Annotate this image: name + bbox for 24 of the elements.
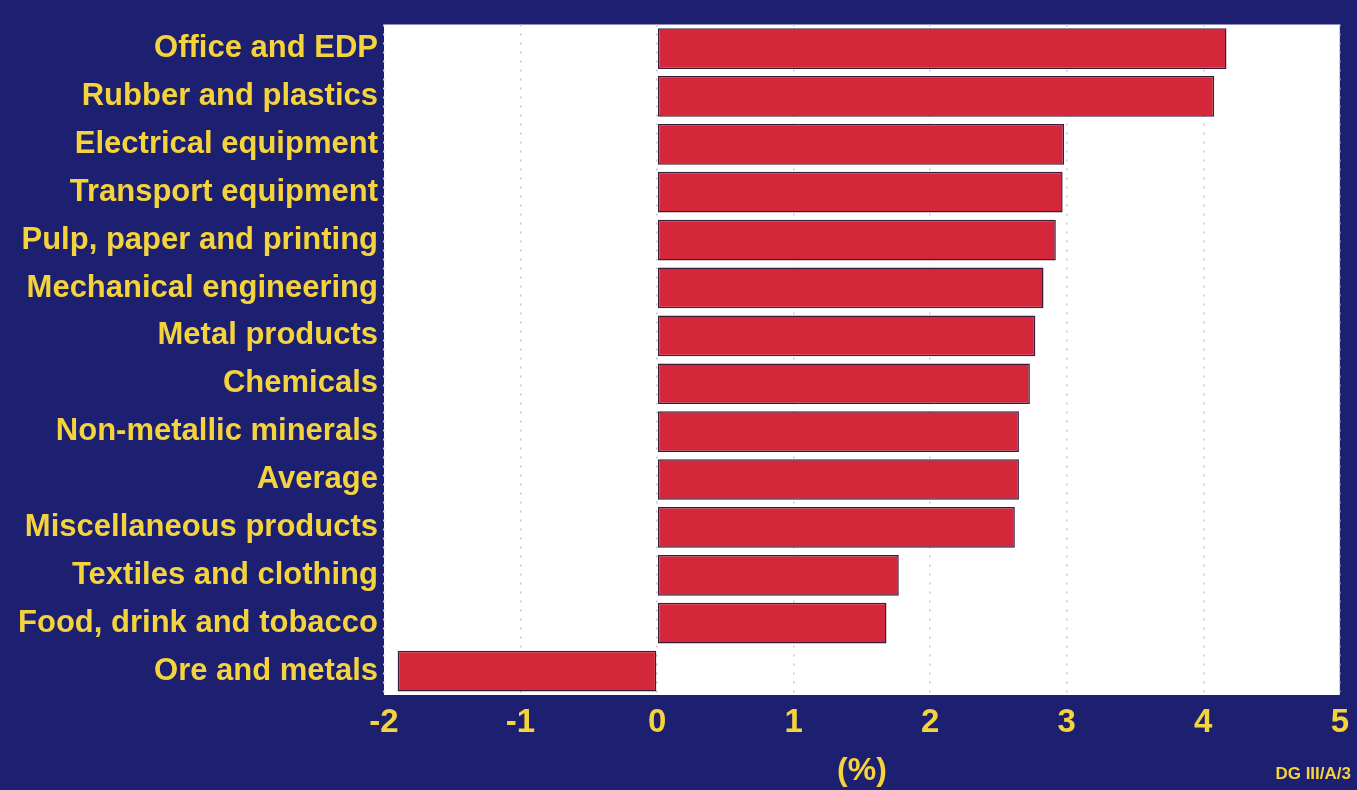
y-tick-label: Miscellaneous products: [24, 507, 378, 543]
y-tick-label: Food, drink and tobacco: [18, 603, 378, 639]
y-tick-label: Electrical equipment: [74, 124, 378, 160]
x-tick-label: -1: [505, 701, 536, 739]
x-axis-title: (%): [837, 750, 887, 787]
y-tick-label: Ore and metals: [154, 651, 378, 687]
y-tick-label: Pulp, paper and printing: [21, 220, 378, 256]
x-tick-label: 3: [1057, 701, 1076, 739]
y-tick-label: Transport equipment: [69, 172, 378, 208]
y-tick-label: Mechanical engineering: [26, 268, 378, 304]
y-tick-label: Metal products: [157, 316, 378, 352]
y-tick-label: Chemicals: [222, 364, 378, 400]
y-tick-label: Rubber and plastics: [81, 76, 378, 112]
y-tick-label: Office and EDP: [154, 29, 378, 65]
x-tick-label: -2: [369, 701, 399, 739]
x-tick-label: 2: [921, 701, 940, 739]
y-tick-label: Textiles and clothing: [71, 555, 378, 591]
y-tick-label: Average: [256, 460, 378, 496]
x-tick-label: 5: [1330, 701, 1349, 739]
x-tick-label: 4: [1194, 701, 1214, 739]
text: DG III/A/3: [1275, 764, 1351, 784]
x-tick-label: 0: [647, 701, 667, 739]
y-tick-label: Non-metallic minerals: [55, 412, 378, 448]
x-tick-label: 1: [784, 701, 803, 739]
